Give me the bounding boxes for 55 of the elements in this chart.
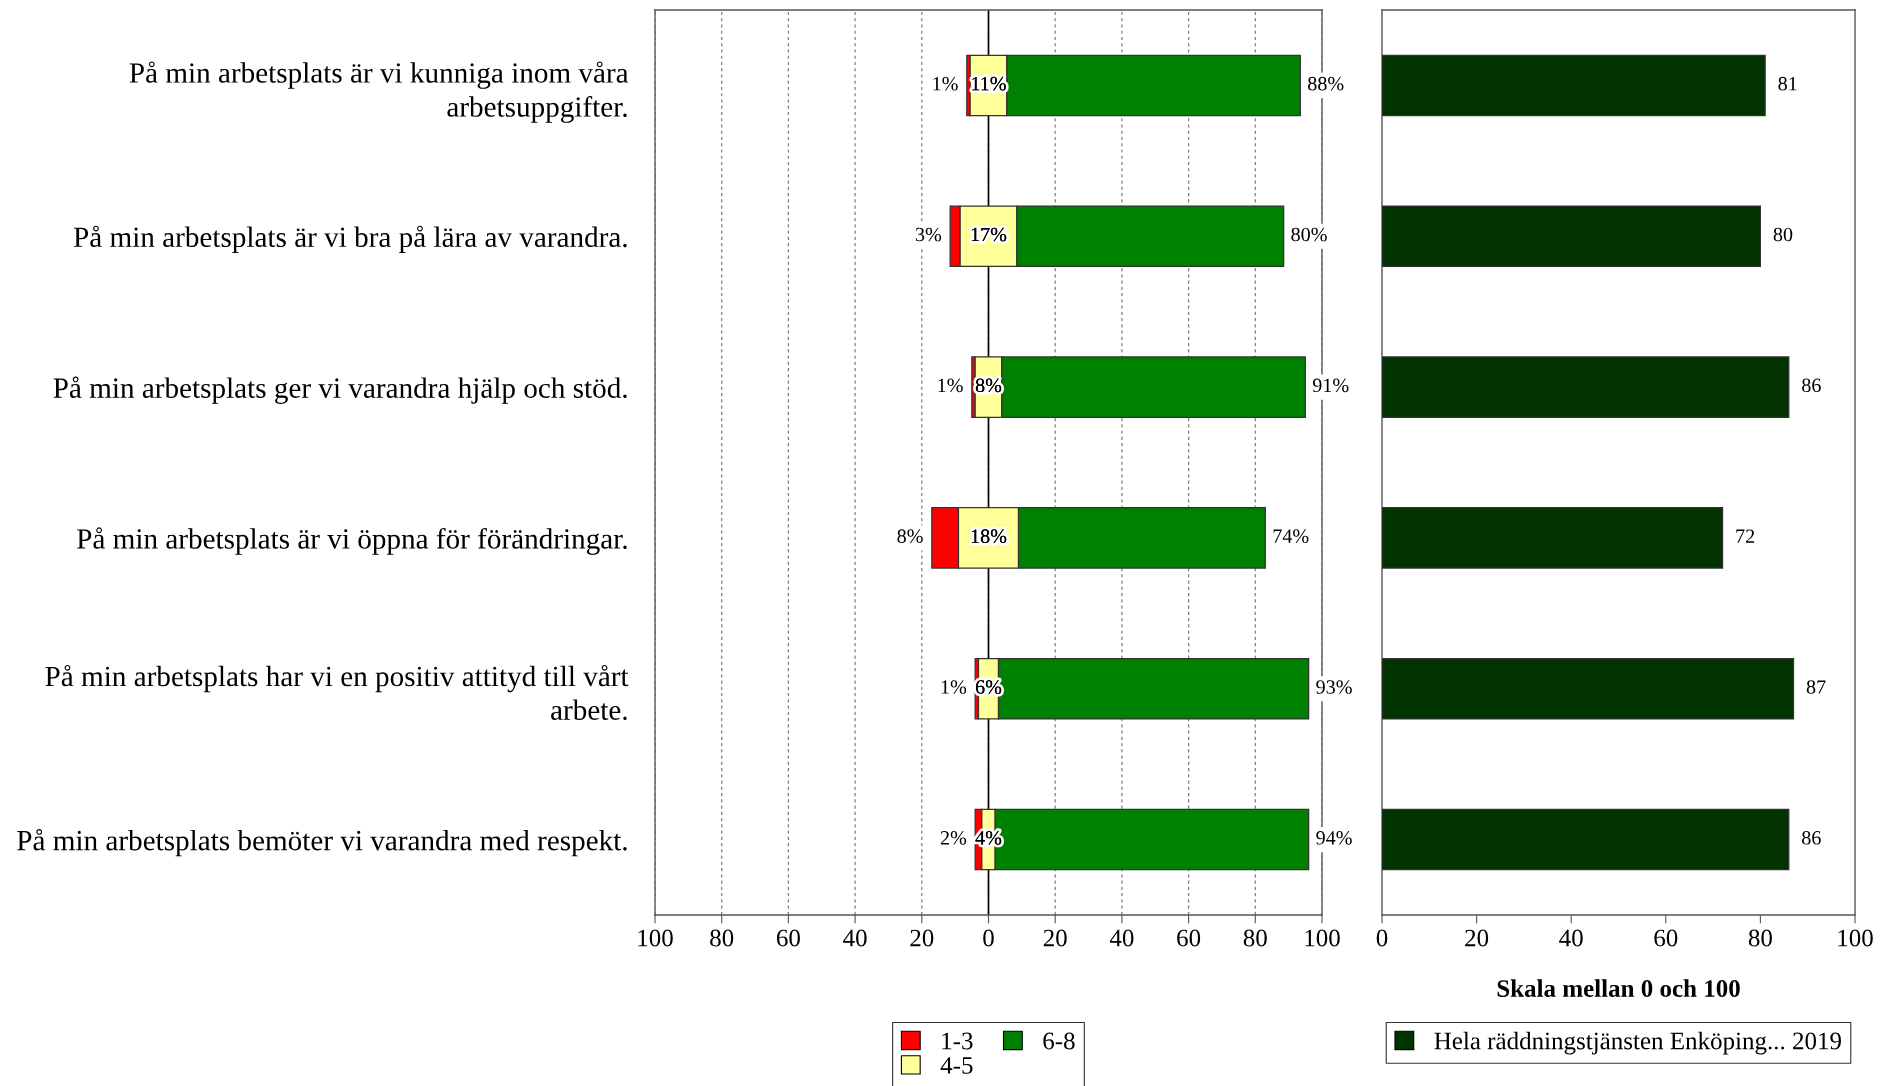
data-label: 1%: [938, 378, 963, 393]
data-label: 72: [1736, 529, 1755, 543]
legend-label: 6-8: [1043, 1032, 1075, 1050]
data-label: 2%: [940, 831, 967, 845]
data-label: 80%: [1291, 227, 1327, 242]
x-tick-label: 80: [1243, 929, 1267, 947]
x-tick-label: 60: [1654, 929, 1678, 947]
legend-label: 4-5: [940, 1057, 973, 1074]
x-tick-label: 20: [910, 929, 934, 947]
x-axis-title: Skala mellan 0 och 100: [1497, 979, 1740, 997]
y-tick-label: På min arbetsplats bemöter vi varandra med respekt.: [17, 829, 627, 857]
data-label: 8%: [897, 529, 923, 544]
x-tick-label: 40: [1109, 929, 1134, 947]
x-tick-label: 0: [1376, 929, 1388, 947]
data-label: 1%: [933, 76, 958, 91]
y-tick-label: På min arbetsplats är vi öppna för förändringar.: [77, 527, 627, 555]
data-label: 3%: [915, 227, 942, 242]
x-tick-label: 40: [843, 929, 867, 947]
data-label: 81: [1778, 76, 1797, 91]
data-label: 88%: [1308, 76, 1344, 91]
bar: [1382, 205, 1762, 268]
x-tick-label: 80: [1748, 929, 1772, 947]
data-label: 11%: [972, 76, 1006, 91]
x-tick-label: 40: [1559, 929, 1583, 947]
x-tick-label: 100: [1305, 929, 1340, 947]
y-tick-label: På min arbetsplats har vi en positiv attityd till vårt arbete.: [45, 664, 629, 721]
x-tick-label: 60: [1177, 929, 1201, 947]
data-label: 86: [1802, 378, 1821, 393]
x-tick-label: 100: [638, 929, 673, 947]
y-tick-label: På min arbetsplats ger vi varandra hjälp och stöd.: [53, 376, 627, 404]
bar: [1382, 356, 1790, 418]
data-label: 18%: [971, 529, 1007, 544]
x-tick-label: 80: [710, 929, 734, 947]
x-tick-label: 20: [1043, 929, 1067, 947]
bar: [1382, 808, 1790, 871]
data-label: 94%: [1316, 831, 1352, 845]
bar: [1382, 507, 1724, 569]
x-tick-label: 100: [1838, 929, 1873, 947]
x-tick-label: 0: [983, 929, 994, 947]
legend-label: Hela räddningstjänsten Enköping... 2019: [1434, 1031, 1841, 1055]
data-label: 93%: [1316, 680, 1352, 694]
data-label: 74%: [1273, 529, 1309, 544]
bar: [1382, 54, 1766, 117]
data-label: 80: [1773, 227, 1793, 242]
y-tick-label: På min arbetsplats är vi kunniga inom våra arbetsuppgifter.: [129, 61, 629, 123]
data-label: 87: [1806, 680, 1826, 694]
bar: [1382, 657, 1795, 720]
legend-label: 1-3: [942, 1032, 973, 1050]
data-label: 86: [1802, 831, 1821, 845]
data-label: 1%: [941, 680, 967, 694]
x-tick-label: 20: [1465, 929, 1489, 947]
data-label: 17%: [971, 227, 1007, 242]
data-label: 91%: [1312, 378, 1349, 393]
x-tick-label: 60: [776, 929, 800, 947]
y-tick-label: På min arbetsplats är vi bra på lära av varandra.: [73, 225, 627, 254]
